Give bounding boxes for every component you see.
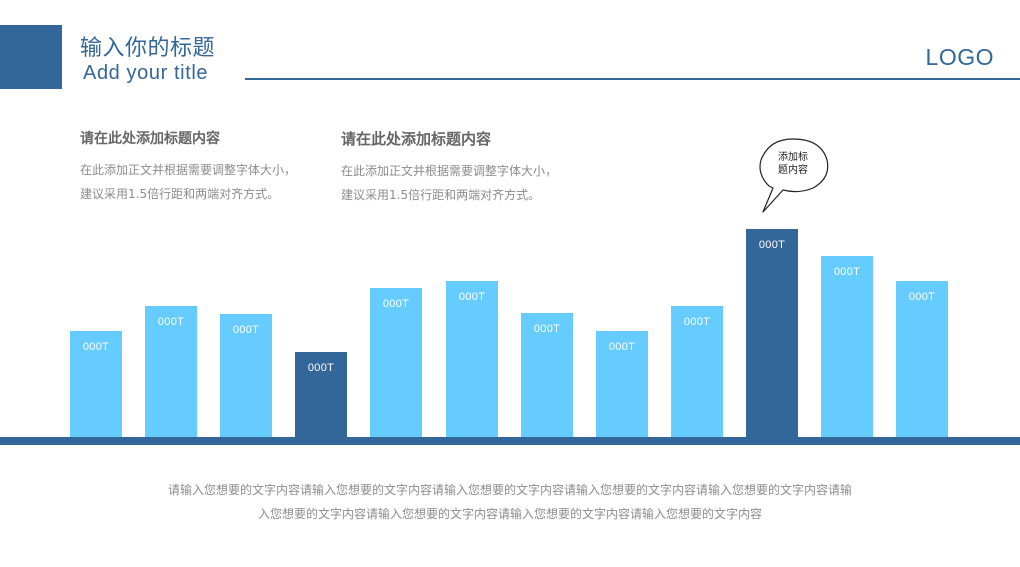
footer-line2: 入您想要的文字内容请输入您想要的文字内容请输入您想要的文字内容请输入您想要的文字… bbox=[257, 507, 762, 521]
bar-value-label: 000T bbox=[157, 316, 185, 328]
bar-value-label: 000T bbox=[608, 341, 636, 353]
bar-chart: 000T 000T 000T 000T 000T 000T 000T 000T 000T 000T… bbox=[70, 229, 948, 437]
footer-line1: 请输入您想要的文字内容请输入您想要的文字内容请输入您想要的文字内容请输入您想要的… bbox=[167, 483, 852, 497]
bar-value-label: 000T bbox=[758, 239, 786, 251]
chart-bar: 000T bbox=[596, 331, 648, 437]
chart-bar: 000T bbox=[145, 306, 197, 437]
text-block-body-line1: 在此添加正文并根据需要调整字体大小， bbox=[341, 164, 558, 178]
text-block-body-line1: 在此添加正文并根据需要调整字体大小， bbox=[80, 163, 297, 177]
page-title-en: Add your title bbox=[83, 62, 209, 84]
chart-baseline bbox=[0, 437, 1020, 445]
chart-bar: 000T bbox=[370, 288, 422, 437]
chart-bar: 000T bbox=[70, 331, 122, 437]
chart-bar: 000T bbox=[446, 281, 498, 437]
text-block-1: 请在此处添加标题内容 在此添加正文并根据需要调整字体大小， 建议采用1.5倍行距… bbox=[80, 128, 340, 206]
bar-value-label: 000T bbox=[683, 316, 711, 328]
text-block-title: 请在此处添加标题内容 bbox=[341, 130, 492, 148]
chart-bar: 000T bbox=[671, 306, 723, 437]
bar-value-label: 000T bbox=[833, 266, 861, 278]
header-divider bbox=[245, 78, 1020, 80]
chart-bar: 000T bbox=[821, 256, 873, 437]
bar-value-label: 000T bbox=[82, 341, 110, 353]
bar-value-label: 000T bbox=[382, 298, 410, 310]
bar-value-label: 000T bbox=[458, 291, 486, 303]
header-accent-block bbox=[0, 25, 62, 89]
speech-bubble-icon bbox=[759, 138, 829, 213]
chart-bar: 000T bbox=[295, 352, 347, 437]
text-block-body-line2: 建议采用1.5倍行距和两端对齐方式。 bbox=[80, 187, 280, 201]
chart-bar: 000T bbox=[220, 314, 272, 437]
bar-value-label: 000T bbox=[908, 291, 936, 303]
callout-line1: 添加标 bbox=[778, 152, 808, 163]
logo: LOGO bbox=[925, 44, 994, 70]
text-block-body-line2: 建议采用1.5倍行距和两端对齐方式。 bbox=[341, 188, 541, 202]
chart-bar: 000T bbox=[746, 229, 798, 437]
callout-text: 添加标 题内容 bbox=[768, 151, 818, 177]
callout-line2: 题内容 bbox=[778, 165, 808, 176]
bar-value-label: 000T bbox=[533, 323, 561, 335]
bar-value-label: 000T bbox=[232, 324, 260, 336]
chart-bar: 000T bbox=[896, 281, 948, 437]
chart-bar: 000T bbox=[521, 313, 573, 437]
text-block-title: 请在此处添加标题内容 bbox=[80, 131, 220, 147]
text-block-2: 请在此处添加标题内容 在此添加正文并根据需要调整字体大小， 建议采用1.5倍行距… bbox=[341, 128, 601, 207]
bar-value-label: 000T bbox=[307, 362, 335, 374]
page-title-cn: 输入你的标题 bbox=[80, 36, 216, 61]
footer-text: 请输入您想要的文字内容请输入您想要的文字内容请输入您想要的文字内容请输入您想要的… bbox=[110, 478, 910, 526]
